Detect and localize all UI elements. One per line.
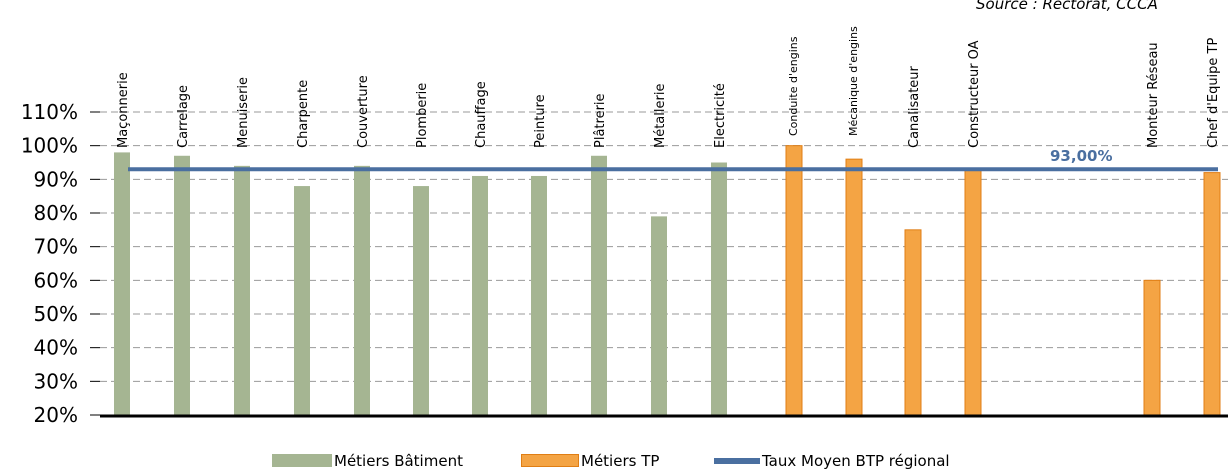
bar <box>964 168 982 416</box>
category-label: Constructeur OA <box>967 40 982 148</box>
category-label: Plâtrerie <box>593 93 608 148</box>
y-axis-tick-labels: 20% 30% 40% 50% 60% 70% 80% 90% 100% 110% <box>21 100 100 427</box>
legend-swatch-tp <box>521 454 579 467</box>
bar <box>1203 172 1221 416</box>
y-tick-label: 50% <box>34 302 78 326</box>
category-label: Chauffage <box>474 81 489 148</box>
bar <box>472 175 488 415</box>
bar <box>845 158 863 416</box>
legend-label-average: Taux Moyen BTP régional <box>762 451 950 470</box>
category-label: Electricité <box>713 83 728 148</box>
bar <box>354 165 370 415</box>
category-label: Peinture <box>533 94 548 148</box>
bars <box>114 145 1221 416</box>
bar <box>413 186 429 415</box>
legend-swatch-batiment <box>272 454 332 467</box>
category-labels: Maçonnerie Carrelage Menuiserie Charpente Co… <box>116 26 1221 148</box>
bar <box>785 145 803 416</box>
source-note: Source : Rectorat, CCCA <box>976 0 1158 13</box>
legend-item-batiment: Métiers Bâtiment <box>272 451 463 470</box>
bar-chart: Source : Rectorat, CCCA 20% 30% 40% 50% 60% 7… <box>21 0 1228 427</box>
category-label: Couverture <box>356 75 371 148</box>
category-label: Conduite d'engins <box>787 36 800 136</box>
y-tick-label: 30% <box>34 369 78 393</box>
bar <box>234 165 250 415</box>
y-tick-label: 70% <box>34 235 78 259</box>
category-label: Chef d'Equipe TP <box>1206 38 1221 148</box>
legend-item-tp: Métiers TP <box>521 451 660 470</box>
bar <box>531 175 547 415</box>
category-label: Maçonnerie <box>116 72 131 148</box>
bar <box>114 152 130 415</box>
category-label: Carrelage <box>176 85 191 148</box>
y-tick-label: 20% <box>34 403 78 427</box>
category-label: Monteur Réseau <box>1146 42 1161 148</box>
y-tick-label: 110% <box>21 100 78 124</box>
legend-label-tp: Métiers TP <box>581 451 660 470</box>
category-label: Menuiserie <box>236 77 251 148</box>
bar <box>174 155 190 415</box>
bar <box>711 162 727 415</box>
bar <box>294 186 310 415</box>
legend-line-average <box>714 457 760 464</box>
category-label: Canalisateur <box>907 65 922 148</box>
legend: Métiers Bâtiment Métiers TP Taux Moyen B… <box>0 451 1230 470</box>
bar <box>904 229 922 416</box>
category-label: Charpente <box>296 80 311 148</box>
y-tick-label: 40% <box>34 336 78 360</box>
category-label: Mécanique d'engins <box>847 26 860 136</box>
average-value-label: 93,00% <box>1050 147 1112 165</box>
category-label: Plomberie <box>415 83 430 148</box>
y-tick-label: 90% <box>34 167 78 191</box>
bar <box>591 155 607 415</box>
y-tick-label: 80% <box>34 201 78 225</box>
legend-item-average: Taux Moyen BTP régional <box>714 451 950 470</box>
bar <box>1143 279 1161 416</box>
category-label: Métallerie <box>653 84 668 148</box>
y-tick-label: 60% <box>34 268 78 292</box>
legend-label-batiment: Métiers Bâtiment <box>334 451 463 470</box>
bar <box>651 216 667 415</box>
y-tick-label: 100% <box>21 134 78 158</box>
